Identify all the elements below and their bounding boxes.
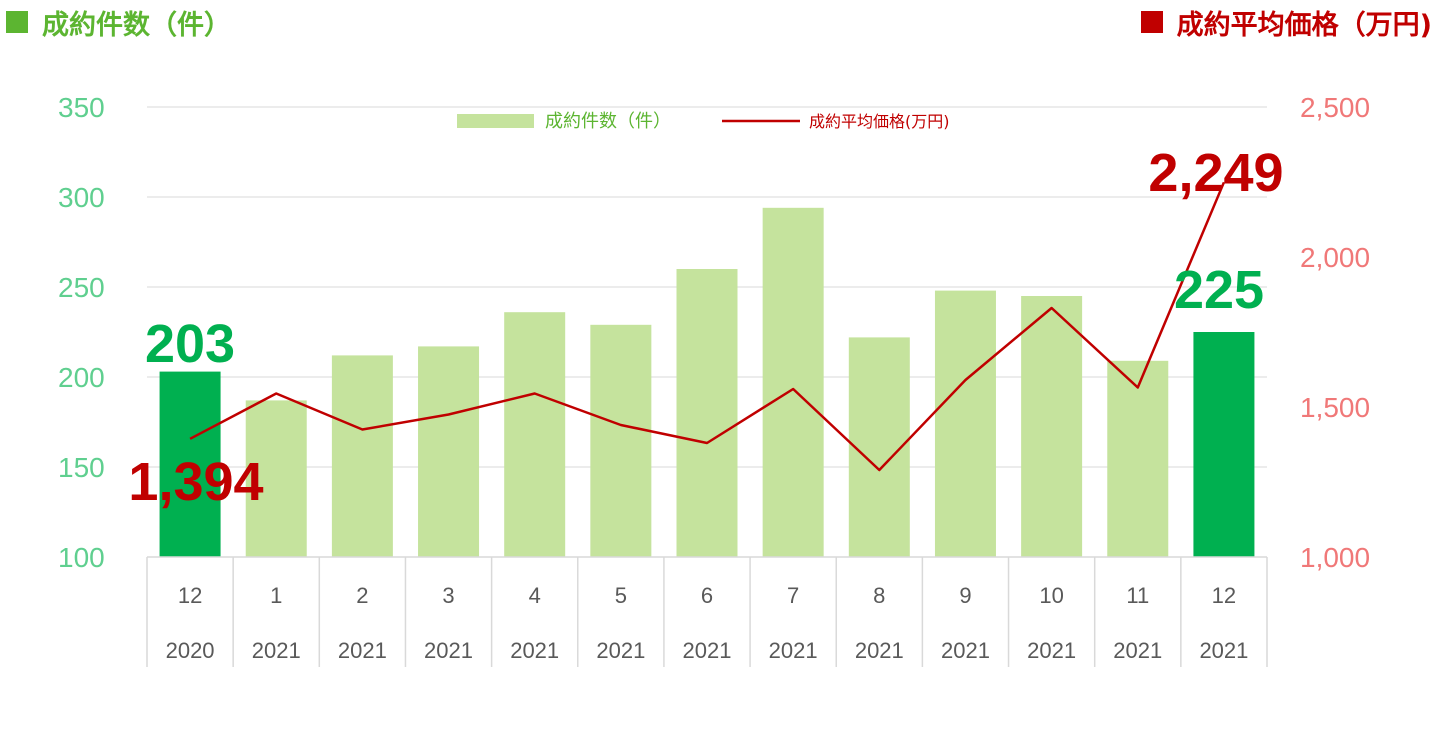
x-axis-year-label: 2020 (166, 638, 215, 663)
x-axis-month-label: 12 (1212, 583, 1236, 608)
left-axis-title: 成約件数（件） (42, 9, 231, 41)
x-axis-year-label: 2021 (941, 638, 990, 663)
bar (934, 290, 996, 557)
x-axis-year-label: 2021 (424, 638, 473, 663)
x-axis-month-label: 11 (1126, 583, 1149, 608)
x-axis-month-label: 12 (178, 583, 202, 608)
legend-bar-label: 成約件数（件） (545, 111, 671, 132)
bar (504, 312, 566, 557)
x-axis-year-label: 2021 (1113, 638, 1162, 663)
left-axis-tick-label: 200 (58, 362, 105, 393)
x-axis-year-label: 2021 (769, 638, 818, 663)
x-axis-year-label: 2021 (683, 638, 732, 663)
right-axis-title: 成約平均価格（万円) (1176, 9, 1432, 41)
bar (1193, 332, 1255, 557)
legend-bar-swatch (457, 114, 534, 128)
bar (676, 269, 738, 557)
bar-series-square-icon (6, 11, 28, 33)
price-data-label: 1,394 (128, 452, 263, 512)
bar (418, 346, 480, 557)
x-axis-year-label: 2021 (338, 638, 387, 663)
x-axis-month-label: 9 (959, 583, 971, 608)
x-axis-month-label: 5 (615, 583, 627, 608)
right-axis-header: 成約平均価格（万円) (1140, 2, 1432, 42)
x-axis-month-label: 1 (270, 583, 282, 608)
left-axis-tick-label: 250 (58, 272, 105, 303)
x-axis-year-label: 2021 (1199, 638, 1248, 663)
x-axis-year-label: 2021 (510, 638, 559, 663)
line-series-square-icon (1140, 11, 1163, 33)
right-axis-tick-label: 2,000 (1300, 242, 1370, 273)
x-axis-month-label: 2 (356, 583, 368, 608)
x-axis-year-label: 2021 (1027, 638, 1076, 663)
left-axis-tick-label: 100 (58, 542, 105, 573)
bar (245, 400, 307, 557)
left-axis-tick-label: 300 (58, 182, 105, 213)
left-axis-header: 成約件数（件） (6, 2, 231, 42)
count-data-label: 225 (1174, 260, 1264, 320)
x-axis-month-label: 8 (873, 583, 885, 608)
right-axis-tick-label: 1,000 (1300, 542, 1370, 573)
count-data-label: 203 (145, 314, 235, 374)
right-axis-tick-label: 1,500 (1300, 392, 1370, 423)
x-axis-month-label: 6 (701, 583, 713, 608)
bar (590, 324, 652, 557)
left-axis-tick-label: 350 (58, 92, 105, 123)
x-axis-month-label: 10 (1039, 583, 1063, 608)
x-axis-month-label: 4 (529, 583, 541, 608)
bar (762, 207, 824, 558)
bar (159, 371, 221, 557)
bar (1107, 360, 1169, 557)
price-line (189, 181, 1226, 472)
legend-line-label: 成約平均価格(万円) (809, 112, 950, 131)
x-axis-year-label: 2021 (596, 638, 645, 663)
left-axis-tick-label: 150 (58, 452, 105, 483)
bar (1021, 296, 1083, 557)
price-data-label: 2,249 (1148, 143, 1283, 203)
x-axis-year-label: 2021 (252, 638, 301, 663)
x-axis-month-label: 7 (787, 583, 799, 608)
x-axis-month-label: 3 (442, 583, 454, 608)
right-axis-tick-label: 2,500 (1300, 92, 1370, 123)
bar (331, 355, 393, 557)
x-axis-year-label: 2021 (855, 638, 904, 663)
